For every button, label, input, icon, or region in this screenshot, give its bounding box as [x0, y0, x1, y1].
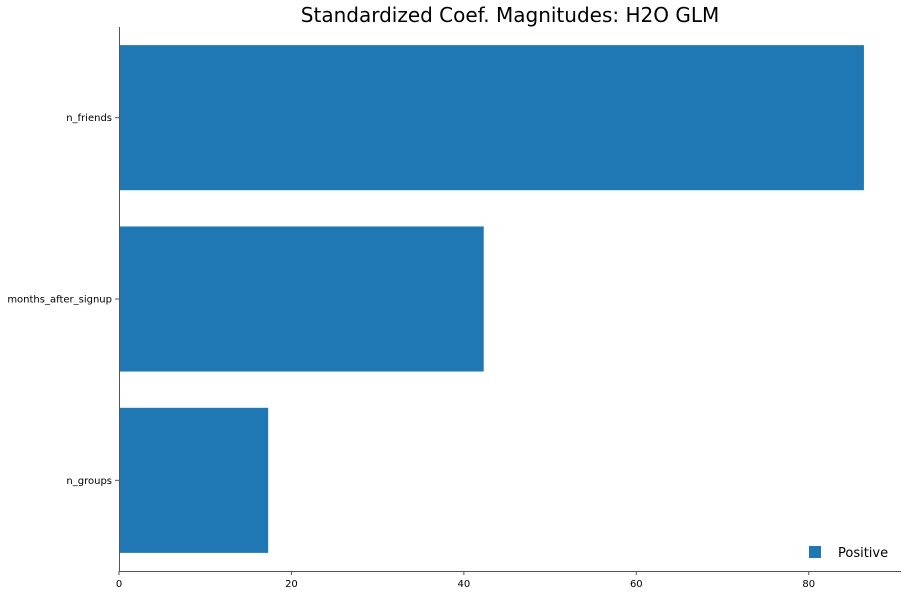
bar-months-after-signup — [119, 226, 484, 372]
bars-group — [119, 45, 864, 553]
x-tick-label: 60 — [630, 579, 643, 590]
bar-n-groups — [119, 407, 269, 553]
bar-n-friends — [119, 45, 864, 191]
x-tick-label: 40 — [458, 579, 471, 590]
y-tick-label: n_groups — [66, 476, 112, 487]
x-ticks-group: 0 20 40 60 80 — [116, 571, 815, 590]
y-ticks-group: n_friends months_after_signup n_groups — [7, 113, 119, 487]
legend: Positive — [809, 546, 888, 561]
x-tick-label: 20 — [285, 579, 298, 590]
legend-label-positive: Positive — [838, 546, 888, 561]
chart-title: Standardized Coef. Magnitudes: H2O GLM — [301, 3, 719, 27]
y-tick-label: n_friends — [66, 113, 112, 124]
x-tick-label: 0 — [116, 579, 122, 590]
y-tick-label: months_after_signup — [7, 295, 112, 306]
x-tick-label: 80 — [802, 579, 815, 590]
legend-swatch-positive — [809, 546, 821, 558]
